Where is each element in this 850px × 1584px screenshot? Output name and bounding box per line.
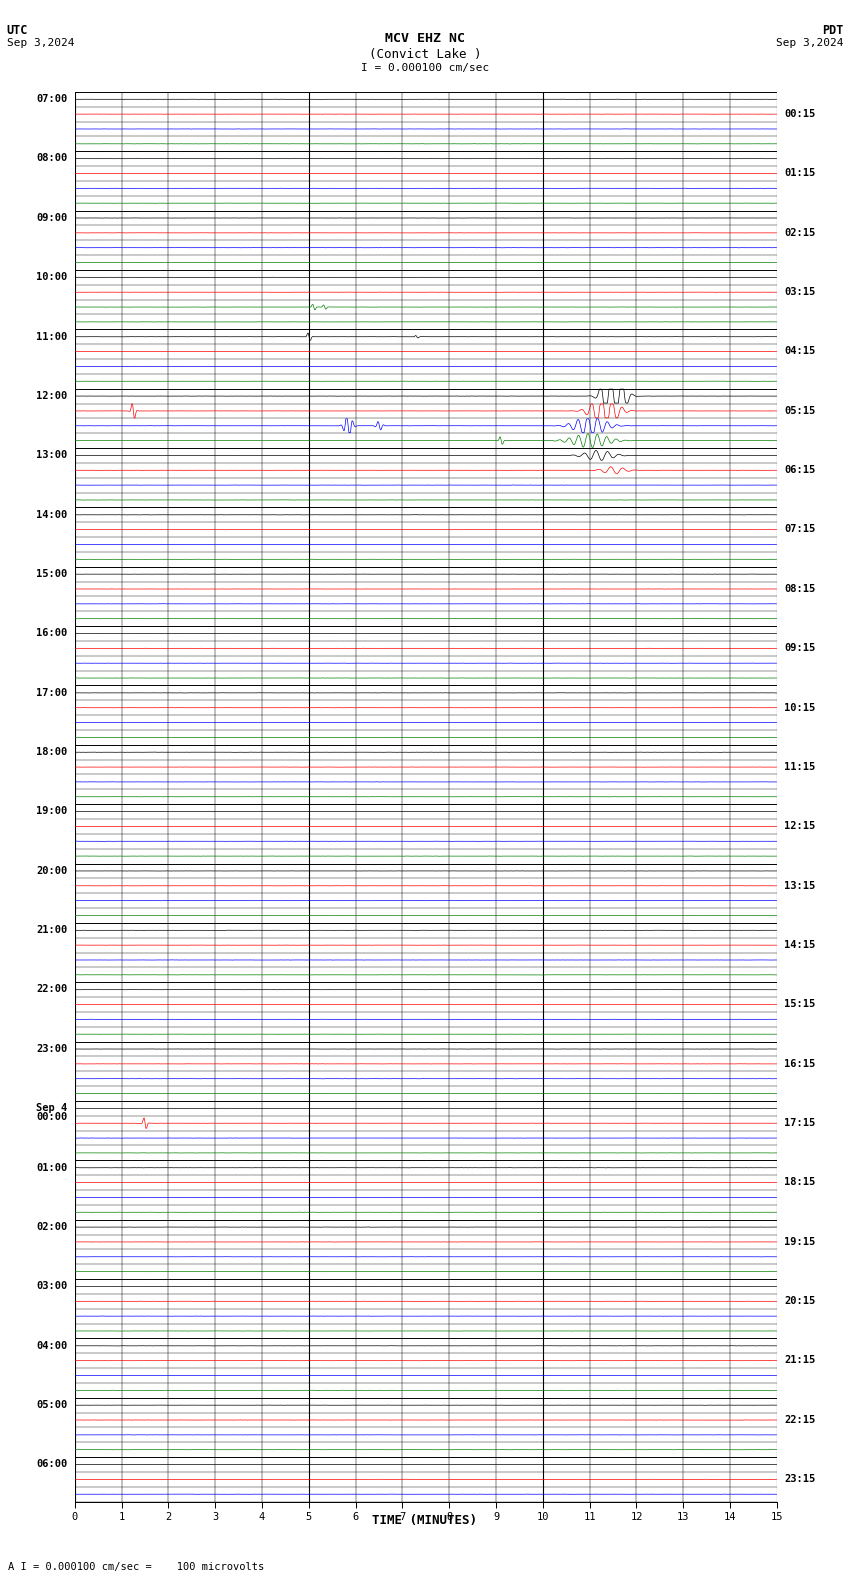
Text: UTC: UTC	[7, 24, 28, 36]
Text: 14:15: 14:15	[785, 939, 815, 950]
Text: A I = 0.000100 cm/sec =    100 microvolts: A I = 0.000100 cm/sec = 100 microvolts	[8, 1562, 264, 1571]
Text: 21:00: 21:00	[36, 925, 67, 935]
Text: 01:15: 01:15	[785, 168, 815, 179]
Text: 08:00: 08:00	[36, 154, 67, 163]
Text: 15:15: 15:15	[785, 1000, 815, 1009]
Text: 10:15: 10:15	[785, 703, 815, 713]
Text: 01:00: 01:00	[36, 1163, 67, 1172]
Text: 02:00: 02:00	[36, 1221, 67, 1232]
Text: 17:15: 17:15	[785, 1118, 815, 1128]
Text: 19:00: 19:00	[36, 806, 67, 816]
Text: 04:00: 04:00	[36, 1340, 67, 1351]
Text: 07:15: 07:15	[785, 524, 815, 534]
Text: 12:15: 12:15	[785, 821, 815, 832]
Text: 13:00: 13:00	[36, 450, 67, 461]
Text: 04:15: 04:15	[785, 347, 815, 356]
Text: PDT: PDT	[822, 24, 843, 36]
Text: 11:15: 11:15	[785, 762, 815, 771]
Text: 18:00: 18:00	[36, 748, 67, 757]
Text: 10:00: 10:00	[36, 272, 67, 282]
Text: 11:00: 11:00	[36, 331, 67, 342]
Text: 12:00: 12:00	[36, 391, 67, 401]
Text: 15:00: 15:00	[36, 569, 67, 580]
Text: 16:15: 16:15	[785, 1058, 815, 1069]
Text: 20:15: 20:15	[785, 1296, 815, 1307]
Text: 08:15: 08:15	[785, 584, 815, 594]
Text: 05:15: 05:15	[785, 406, 815, 415]
Text: 14:00: 14:00	[36, 510, 67, 520]
Text: 19:15: 19:15	[785, 1237, 815, 1247]
Text: 16:00: 16:00	[36, 629, 67, 638]
Text: 09:15: 09:15	[785, 643, 815, 653]
Text: TIME (MINUTES): TIME (MINUTES)	[372, 1514, 478, 1527]
Text: 17:00: 17:00	[36, 687, 67, 697]
Text: I = 0.000100 cm/sec: I = 0.000100 cm/sec	[361, 63, 489, 73]
Text: 23:15: 23:15	[785, 1475, 815, 1484]
Text: Sep 3,2024: Sep 3,2024	[776, 38, 843, 48]
Text: 20:00: 20:00	[36, 866, 67, 876]
Text: 02:15: 02:15	[785, 228, 815, 238]
Text: 18:15: 18:15	[785, 1177, 815, 1188]
Text: 21:15: 21:15	[785, 1356, 815, 1365]
Text: 06:00: 06:00	[36, 1459, 67, 1470]
Text: 00:00: 00:00	[36, 1112, 67, 1121]
Text: 03:15: 03:15	[785, 287, 815, 298]
Text: 06:15: 06:15	[785, 466, 815, 475]
Text: 13:15: 13:15	[785, 881, 815, 890]
Text: Sep 4: Sep 4	[36, 1102, 67, 1114]
Text: 07:00: 07:00	[36, 93, 67, 105]
Text: MCV EHZ NC: MCV EHZ NC	[385, 32, 465, 44]
Text: 22:15: 22:15	[785, 1415, 815, 1426]
Text: 05:00: 05:00	[36, 1400, 67, 1410]
Text: Sep 3,2024: Sep 3,2024	[7, 38, 74, 48]
Text: (Convict Lake ): (Convict Lake )	[369, 48, 481, 60]
Text: 03:00: 03:00	[36, 1281, 67, 1291]
Text: 00:15: 00:15	[785, 109, 815, 119]
Text: 22:00: 22:00	[36, 985, 67, 995]
Text: 09:00: 09:00	[36, 212, 67, 223]
Text: 23:00: 23:00	[36, 1044, 67, 1053]
